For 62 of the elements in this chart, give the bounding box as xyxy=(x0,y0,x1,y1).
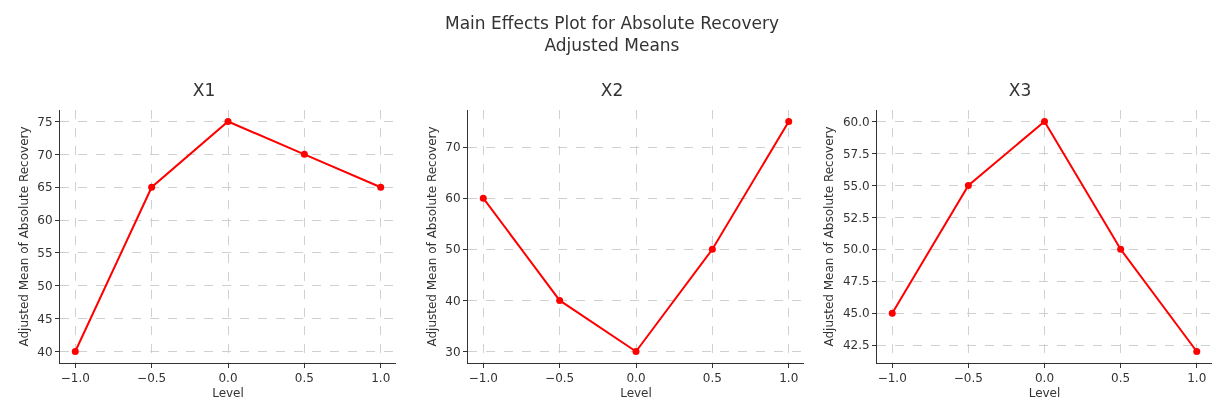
y-tick-label: 47.5 xyxy=(842,274,870,289)
x-tick-label: 1.0 xyxy=(779,371,799,386)
point xyxy=(708,245,716,253)
x-tick-label: 0.5 xyxy=(294,371,314,386)
x-tick-label: −1.0 xyxy=(468,371,498,386)
point xyxy=(1117,245,1125,253)
point xyxy=(632,348,640,355)
y-tick-label: 30 xyxy=(445,344,461,359)
point xyxy=(888,309,896,317)
y-axis-title: Adjusted Mean of Absolute Recovery xyxy=(16,126,31,347)
x-tick-label: 0.5 xyxy=(1111,371,1131,386)
point xyxy=(377,183,385,191)
y-tick-label: 50 xyxy=(37,278,53,293)
y-tick-label: 55 xyxy=(37,246,53,261)
x-tick-label: 1.0 xyxy=(1187,371,1207,386)
chart-title: X1 xyxy=(192,79,216,100)
x-axis-title: Level xyxy=(212,386,244,401)
x-axis-title: Level xyxy=(1028,386,1061,401)
y-tick-label: 60 xyxy=(37,213,53,228)
x-tick-label: 0.0 xyxy=(218,371,238,386)
point xyxy=(71,348,79,355)
y-tick-label: 55.0 xyxy=(842,178,870,193)
y-tick-label: 70 xyxy=(37,147,53,162)
x-tick-label: −0.5 xyxy=(953,371,983,386)
point xyxy=(964,181,972,189)
y-tick-label: 42.5 xyxy=(842,338,870,353)
x-axis-title: Level xyxy=(620,386,652,401)
text: Main Effects Plot for Absolute Recovery xyxy=(444,12,780,34)
y-tick-label: 50 xyxy=(445,242,461,257)
y-tick-label: 40 xyxy=(37,344,53,359)
point xyxy=(785,118,793,125)
y-axis-title: Adjusted Mean of Absolute Recovery xyxy=(822,126,837,347)
x-tick-label: 0.5 xyxy=(702,371,722,386)
y-tick-label: 57.5 xyxy=(842,146,870,161)
y-tick-label: 40 xyxy=(445,293,461,308)
point xyxy=(148,183,156,191)
y-tick-label: 52.5 xyxy=(842,210,870,225)
point xyxy=(1041,118,1048,125)
chart-title: X2 xyxy=(600,79,624,100)
x-tick-label: 1.0 xyxy=(371,371,391,386)
y-tick-label: 65 xyxy=(37,180,53,195)
chart-title: X3 xyxy=(1008,79,1032,100)
y-tick-label: 45.0 xyxy=(842,306,870,321)
y-tick-label: 50.0 xyxy=(842,242,870,257)
point xyxy=(1193,348,1201,355)
x-tick-label: −1.0 xyxy=(877,371,907,386)
y-tick-label: 60.0 xyxy=(842,114,870,129)
x-tick-label: −0.5 xyxy=(545,371,575,386)
point xyxy=(556,296,564,304)
y-tick-label: 60 xyxy=(445,191,461,206)
point xyxy=(300,150,308,158)
x-tick-label: 0.0 xyxy=(626,371,646,386)
point xyxy=(224,118,232,125)
y-tick-label: 75 xyxy=(37,114,53,129)
y-tick-label: 70 xyxy=(445,140,461,155)
point xyxy=(479,194,487,202)
y-axis-title: Adjusted Mean of Absolute Recovery xyxy=(424,126,439,347)
text: Adjusted Means xyxy=(543,34,681,56)
x-tick-label: 0.0 xyxy=(1034,371,1055,386)
y-tick-label: 45 xyxy=(37,311,53,326)
x-tick-label: −1.0 xyxy=(60,371,90,386)
x-tick-label: −0.5 xyxy=(137,371,167,386)
